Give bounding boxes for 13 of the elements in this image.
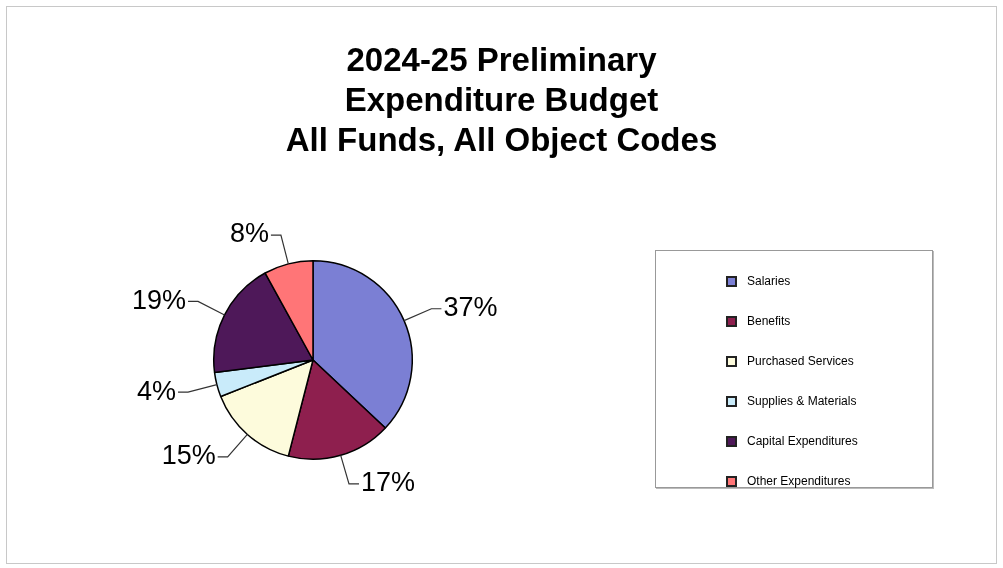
data-label: 37% — [443, 292, 498, 323]
data-label: 4% — [137, 375, 177, 406]
data-label: 8% — [229, 218, 269, 249]
data-label: 15% — [161, 440, 216, 471]
legend-label: Supplies & Materials — [747, 394, 857, 408]
data-label: 19% — [131, 284, 187, 315]
legend-label: Purchased Services — [747, 354, 854, 368]
legend-label: Other Expenditures — [747, 474, 851, 488]
legend-label: Benefits — [747, 314, 791, 328]
legend-label: Salaries — [747, 274, 791, 288]
chart-title: 2024-25 Preliminary Expenditure Budget All Funds, All Object Codes — [284, 40, 719, 160]
legend-label: Capital Expenditures — [747, 434, 858, 448]
data-label: 17% — [361, 467, 416, 498]
